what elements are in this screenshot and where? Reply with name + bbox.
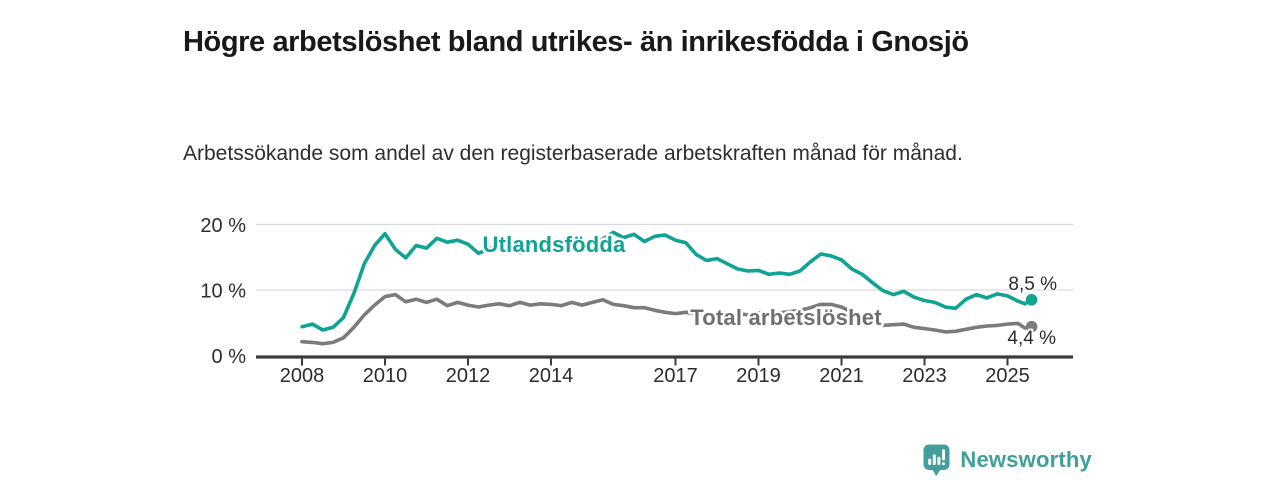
series-end-dot [1025,320,1038,333]
chart-subtitle: Arbetssökande som andel av den registerb… [183,142,963,165]
x-tick-label: 2019 [736,365,781,387]
x-tick-label: 2023 [902,365,947,387]
newsworthy-logo[interactable]: Newsworthy [923,442,1092,478]
x-tick-label: 2010 [363,365,408,387]
end-value-label: 4,4 % [1007,328,1056,349]
y-tick-label: 20 % [200,215,246,237]
newsworthy-wordmark: Newsworthy [960,447,1092,472]
series-end-dot [1025,294,1038,306]
series-line-utlandsfodda [300,230,1034,332]
series-line-total [300,292,1034,346]
x-tick-label: 2025 [985,365,1030,387]
x-tick-label: 2021 [819,365,864,387]
x-tick-label: 2008 [280,365,325,387]
series-label: Utlandsfödda [483,232,627,257]
y-tick-label: 10 % [200,281,246,303]
x-tick-label: 2012 [446,365,491,387]
end-value-label: 8,5 % [1008,274,1057,295]
newsworthy-icon [923,444,950,476]
chart-title: Högre arbetslöshet bland utrikes- än inr… [183,26,969,59]
x-tick-label: 2017 [653,365,698,387]
y-tick-label: 0 % [212,346,247,368]
series-label: Total arbetslöshet [690,305,882,330]
x-tick-label: 2014 [529,365,574,387]
